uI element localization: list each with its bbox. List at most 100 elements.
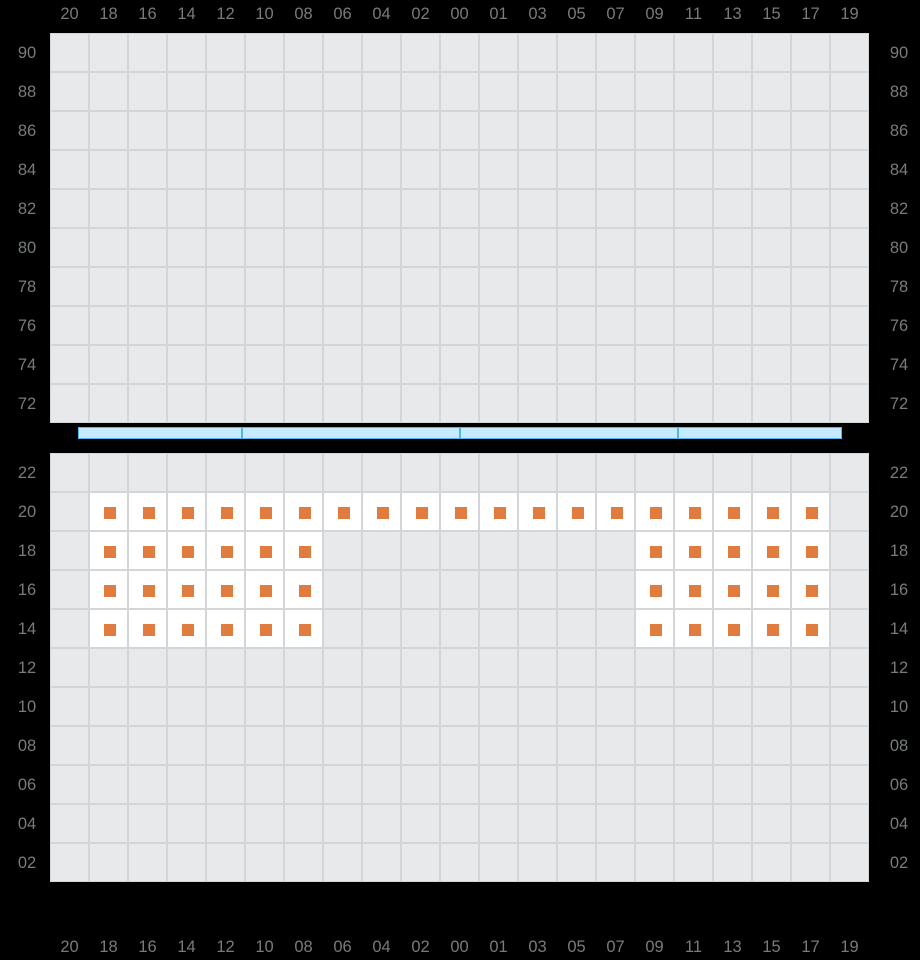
seat[interactable] xyxy=(89,531,128,570)
seat[interactable] xyxy=(89,492,128,531)
seat[interactable] xyxy=(752,492,791,531)
upper-cell xyxy=(323,33,362,72)
upper-row-label-left: 88 xyxy=(15,84,39,101)
seat[interactable] xyxy=(128,609,167,648)
lower-cell xyxy=(401,531,440,570)
upper-cell xyxy=(635,267,674,306)
upper-cell xyxy=(674,72,713,111)
seat[interactable] xyxy=(479,492,518,531)
seat[interactable] xyxy=(713,531,752,570)
lower-cell xyxy=(89,843,128,882)
lower-cell xyxy=(167,726,206,765)
seat[interactable] xyxy=(713,609,752,648)
seat-marker-icon xyxy=(689,507,701,519)
lower-row-label-right: 08 xyxy=(887,738,911,755)
upper-cell xyxy=(323,267,362,306)
seat[interactable] xyxy=(206,570,245,609)
seat[interactable] xyxy=(674,531,713,570)
seat[interactable] xyxy=(284,609,323,648)
seat[interactable] xyxy=(167,492,206,531)
upper-cell xyxy=(830,345,869,384)
seat[interactable] xyxy=(674,609,713,648)
seat[interactable] xyxy=(284,531,323,570)
lower-cell xyxy=(830,570,869,609)
seat[interactable] xyxy=(401,492,440,531)
upper-cell xyxy=(635,150,674,189)
col-label-bottom: 03 xyxy=(523,939,553,956)
seat[interactable] xyxy=(596,492,635,531)
seat[interactable] xyxy=(791,531,830,570)
upper-cell xyxy=(713,384,752,423)
seat[interactable] xyxy=(206,609,245,648)
seat[interactable] xyxy=(752,531,791,570)
seat[interactable] xyxy=(791,609,830,648)
seat[interactable] xyxy=(128,492,167,531)
lower-cell xyxy=(674,843,713,882)
lower-cell xyxy=(479,687,518,726)
seat[interactable] xyxy=(635,492,674,531)
seat[interactable] xyxy=(284,492,323,531)
lower-cell xyxy=(440,726,479,765)
upper-cell xyxy=(245,33,284,72)
seat-marker-icon xyxy=(650,624,662,636)
upper-cell xyxy=(284,150,323,189)
upper-cell xyxy=(440,33,479,72)
lower-cell xyxy=(362,726,401,765)
col-label-bottom: 04 xyxy=(367,939,397,956)
col-label-bottom: 19 xyxy=(835,939,865,956)
lower-row-label-right: 10 xyxy=(887,699,911,716)
upper-cell xyxy=(128,384,167,423)
upper-cell xyxy=(50,111,89,150)
seat[interactable] xyxy=(752,609,791,648)
seat[interactable] xyxy=(557,492,596,531)
seat[interactable] xyxy=(245,609,284,648)
seat[interactable] xyxy=(713,570,752,609)
upper-cell xyxy=(167,384,206,423)
lower-cell xyxy=(245,843,284,882)
seat[interactable] xyxy=(362,492,401,531)
lower-cell xyxy=(206,648,245,687)
divider-segment xyxy=(460,427,678,439)
seat[interactable] xyxy=(440,492,479,531)
seat[interactable] xyxy=(89,570,128,609)
upper-row-label-right: 84 xyxy=(887,162,911,179)
seat[interactable] xyxy=(206,531,245,570)
lower-cell xyxy=(128,687,167,726)
seat[interactable] xyxy=(713,492,752,531)
seat[interactable] xyxy=(167,570,206,609)
seat[interactable] xyxy=(635,531,674,570)
seat[interactable] xyxy=(791,492,830,531)
upper-cell xyxy=(479,111,518,150)
lower-cell xyxy=(596,726,635,765)
seat[interactable] xyxy=(128,570,167,609)
seat[interactable] xyxy=(206,492,245,531)
seat[interactable] xyxy=(245,492,284,531)
seat-marker-icon xyxy=(806,585,818,597)
seat[interactable] xyxy=(89,609,128,648)
seat[interactable] xyxy=(284,570,323,609)
seat[interactable] xyxy=(323,492,362,531)
seat[interactable] xyxy=(635,609,674,648)
upper-cell xyxy=(323,228,362,267)
lower-cell xyxy=(518,453,557,492)
seat[interactable] xyxy=(245,531,284,570)
seat[interactable] xyxy=(674,492,713,531)
upper-row-label-left: 78 xyxy=(15,279,39,296)
lower-row-label-left: 02 xyxy=(15,855,39,872)
seat[interactable] xyxy=(674,570,713,609)
seat[interactable] xyxy=(752,570,791,609)
seat[interactable] xyxy=(518,492,557,531)
upper-cell xyxy=(596,189,635,228)
seat[interactable] xyxy=(635,570,674,609)
upper-row-label-right: 78 xyxy=(887,279,911,296)
seat[interactable] xyxy=(167,531,206,570)
lower-cell xyxy=(401,726,440,765)
seat[interactable] xyxy=(128,531,167,570)
lower-cell xyxy=(89,648,128,687)
seat-marker-icon xyxy=(728,546,740,558)
seat[interactable] xyxy=(167,609,206,648)
upper-cell xyxy=(362,150,401,189)
seat-marker-icon xyxy=(806,546,818,558)
seat[interactable] xyxy=(245,570,284,609)
seat[interactable] xyxy=(791,570,830,609)
